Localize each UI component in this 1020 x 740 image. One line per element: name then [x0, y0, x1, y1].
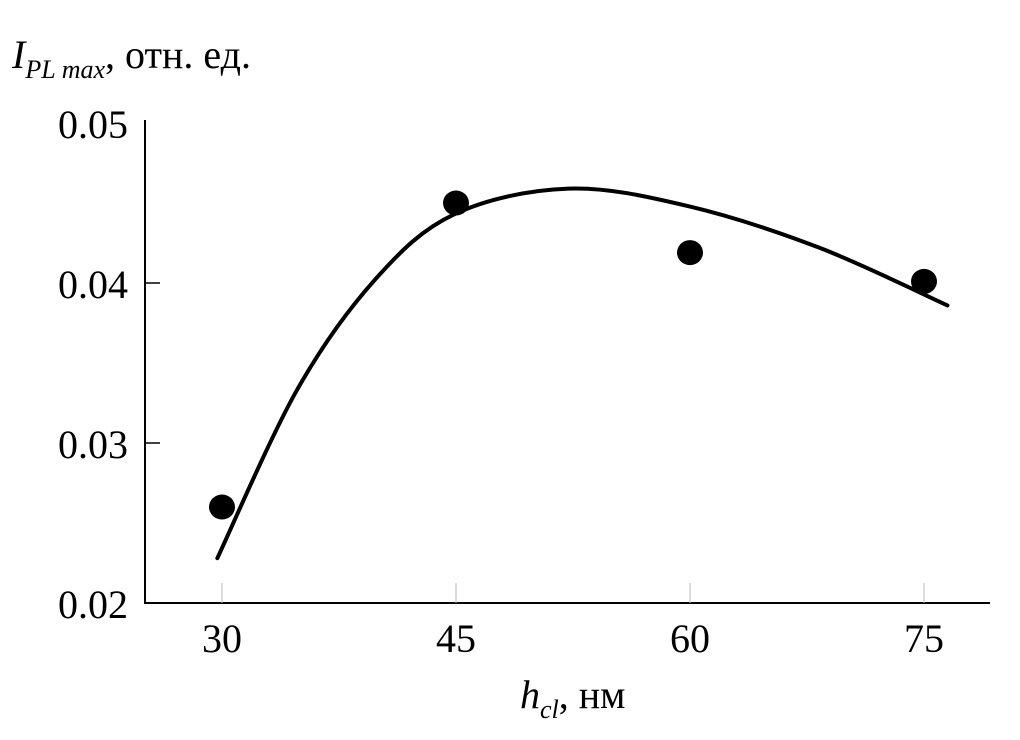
fit-curve	[215, 186, 950, 561]
y-tick-label: 0.02	[58, 582, 128, 627]
y-axis-title: IPL max, отн. ед.	[11, 32, 251, 84]
x-axis-title: hcl, нм	[520, 672, 625, 724]
data-point	[443, 190, 469, 216]
x-tick-label: 75	[904, 616, 944, 661]
y-tick-label: 0.03	[58, 422, 128, 467]
y-tick-label: 0.04	[58, 262, 128, 307]
x-tick-label: 30	[202, 616, 242, 661]
x-axis-title-suffix: , нм	[559, 672, 626, 717]
x-axis-title-sub: cl	[540, 695, 559, 724]
y-axis-title-sub: PL max	[24, 55, 105, 84]
data-point	[677, 240, 703, 266]
x-tick-label: 60	[670, 616, 710, 661]
x-axis-title-main: h	[520, 672, 540, 717]
x-tick-label: 45	[436, 616, 476, 661]
data-point	[209, 494, 235, 520]
data-point	[911, 268, 937, 294]
y-axis-title-main: I	[11, 32, 27, 77]
y-axis-title-suffix: , отн. ед.	[105, 32, 251, 77]
y-tick-label: 0.05	[58, 102, 128, 147]
